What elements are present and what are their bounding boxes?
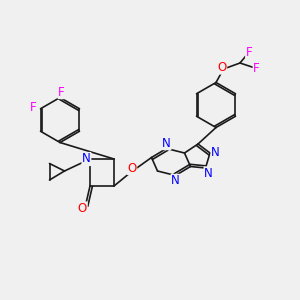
Text: F: F <box>246 46 252 59</box>
Text: N: N <box>204 167 213 180</box>
Text: N: N <box>162 136 171 150</box>
Text: O: O <box>218 61 226 74</box>
Text: N: N <box>82 152 91 166</box>
Text: N: N <box>211 146 220 160</box>
Text: O: O <box>78 202 87 215</box>
Text: N: N <box>171 174 180 188</box>
Text: F: F <box>58 85 65 99</box>
Text: F: F <box>30 101 36 114</box>
Text: O: O <box>128 161 136 175</box>
Text: F: F <box>253 62 260 76</box>
